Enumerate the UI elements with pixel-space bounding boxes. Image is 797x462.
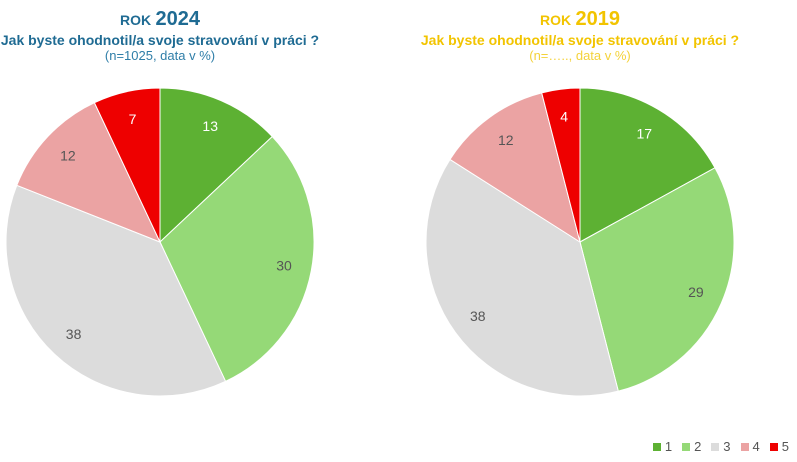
pie-slice-1 bbox=[579, 87, 716, 243]
pie-slice-5 bbox=[541, 87, 581, 243]
chart-2019-note: (n=….., data v %) bbox=[529, 48, 631, 64]
chart-2019: ROK 2019 Jak byste ohodnotil/a svoje str… bbox=[420, 0, 797, 400]
legend-swatch-3 bbox=[711, 442, 720, 451]
legend: 1 2 3 4 5 bbox=[652, 439, 789, 454]
data-label-1: 13 bbox=[202, 118, 218, 134]
data-label-1: 17 bbox=[637, 125, 653, 141]
data-label-2: 30 bbox=[276, 258, 292, 274]
pie-slice-4 bbox=[449, 92, 581, 244]
legend-label-4: 4 bbox=[752, 439, 760, 454]
legend-item-1: 1 bbox=[652, 439, 673, 454]
legend-item-4: 4 bbox=[740, 439, 760, 454]
legend-item-2: 2 bbox=[682, 439, 701, 454]
data-label-4: 12 bbox=[60, 148, 76, 164]
chart-2024-title-year: 2024 bbox=[155, 8, 201, 30]
pie-slice-5 bbox=[93, 87, 161, 243]
pie-slice-4 bbox=[16, 101, 161, 243]
legend-swatch-1 bbox=[652, 442, 661, 451]
pie-slice-3 bbox=[425, 158, 619, 397]
data-label-5: 4 bbox=[560, 109, 568, 125]
data-label-3: 38 bbox=[66, 326, 82, 342]
legend-label-5: 5 bbox=[781, 439, 789, 454]
chart-2019-title-year: 2019 bbox=[575, 8, 621, 30]
legend-label-3: 3 bbox=[723, 439, 731, 454]
pie-slice-2 bbox=[579, 167, 735, 392]
chart-2024-note: (n=1025, data v %) bbox=[104, 48, 216, 64]
pie-2019: 17 29 38 12 4 bbox=[425, 87, 735, 397]
data-label-4: 12 bbox=[498, 132, 514, 148]
chart-2019-question: Jak byste ohodnotil/a svoje stravování v… bbox=[420, 31, 740, 48]
pie-slice-2 bbox=[159, 135, 315, 383]
legend-item-3: 3 bbox=[711, 439, 731, 454]
legend-swatch-2 bbox=[682, 442, 691, 451]
legend-swatch-5 bbox=[769, 442, 778, 451]
pie-2024: 13 30 38 12 7 bbox=[5, 87, 315, 397]
legend-item-5: 5 bbox=[769, 439, 789, 454]
chart-2019-titles: ROK 2019 Jak byste ohodnotil/a svoje str… bbox=[420, 8, 740, 63]
data-label-5: 7 bbox=[129, 111, 137, 127]
data-label-2: 29 bbox=[688, 284, 704, 300]
chart-2024-title-prefix: ROK bbox=[119, 12, 152, 28]
legend-swatch-4 bbox=[740, 442, 749, 451]
chart-2024: ROK 2024 Jak byste ohodnotil/a svoje str… bbox=[0, 0, 398, 400]
chart-2024-titles: ROK 2024 Jak byste ohodnotil/a svoje str… bbox=[0, 8, 320, 63]
pie-slice-1 bbox=[159, 87, 273, 244]
legend-label-1: 1 bbox=[664, 439, 673, 454]
chart-2019-title-prefix: ROK bbox=[539, 12, 572, 28]
legend-label-2: 2 bbox=[694, 439, 702, 454]
chart-2024-question: Jak byste ohodnotil/a svoje stravování v… bbox=[0, 31, 320, 48]
pie-slice-3 bbox=[5, 184, 227, 397]
data-label-3: 38 bbox=[470, 308, 486, 324]
